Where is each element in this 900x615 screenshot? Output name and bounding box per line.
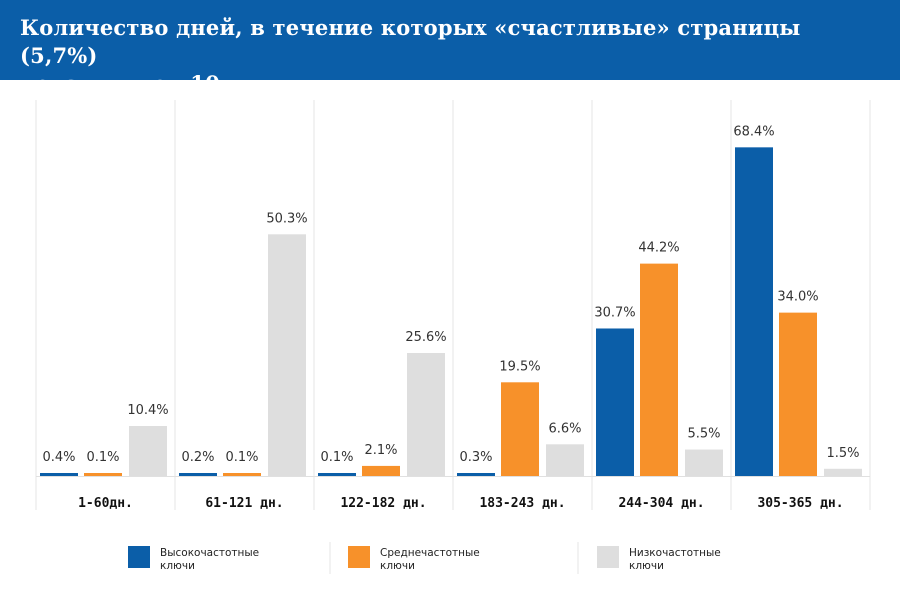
bar-value-label: 2.1%	[364, 443, 397, 458]
chart-title-line-1: Количество дней, в течение которых «счас…	[20, 15, 801, 68]
bar-2-2	[223, 473, 261, 476]
bar-2-6	[779, 312, 817, 476]
legend-label: ключи	[629, 560, 664, 572]
bar-value-label: 0.1%	[86, 450, 119, 465]
bar-value-label: 30.7%	[594, 305, 635, 320]
legend-swatch	[348, 546, 370, 568]
category-label: 1-60дн.	[78, 496, 133, 511]
legend-swatch	[128, 546, 150, 568]
bar-value-label: 5.5%	[687, 427, 720, 442]
bar-value-label: 25.6%	[405, 330, 446, 345]
bar-1-5	[596, 328, 634, 476]
legend-swatch	[597, 546, 619, 568]
bar-3-2	[268, 234, 306, 476]
bar-3-3	[407, 352, 445, 476]
chart-header: Количество дней, в течение которых «счас…	[0, 0, 900, 96]
category-label: 305-365 дн.	[757, 496, 843, 511]
legend-label: Высокочастотные	[160, 547, 259, 559]
chart-title-line-2: попали в топ 10	[20, 71, 220, 96]
bar-value-label: 44.2%	[638, 241, 679, 256]
bar-value-label: 0.2%	[181, 450, 214, 465]
bar-1-1	[40, 473, 78, 476]
bar-2-4	[501, 382, 539, 476]
bar-2-3	[362, 465, 400, 476]
bar-value-label: 1.5%	[826, 446, 859, 461]
bar-1-6	[735, 147, 773, 476]
bar-1-3	[318, 473, 356, 476]
category-label: 122-182 дн.	[340, 496, 426, 511]
bar-value-label: 10.4%	[127, 403, 168, 418]
bar-2-1	[84, 473, 122, 476]
bar-1-4	[457, 473, 495, 476]
legend-label: Низкочастотные	[629, 547, 721, 559]
bar-value-label: 19.5%	[499, 359, 540, 374]
category-label: 183-243 дн.	[479, 496, 565, 511]
bar-3-6	[824, 468, 862, 476]
legend-label: ключи	[380, 560, 415, 572]
bar-value-label: 34.0%	[777, 290, 818, 305]
bar-value-label: 68.4%	[733, 124, 774, 139]
bar-3-5	[685, 449, 723, 476]
bar-3-4	[546, 444, 584, 476]
bar-3-1	[129, 426, 167, 476]
bar-value-label: 6.6%	[548, 421, 581, 436]
bar-chart: 0.4% 0.2% 0.1% 0.3% 30.7% 68.4% 0.1% 0.1% 2.1% 19…	[35, 100, 871, 574]
legend-label: Среднечастотные	[380, 547, 480, 559]
bar-value-label: 0.4%	[42, 450, 75, 465]
bar-value-label: 0.3%	[459, 450, 492, 465]
category-label: 61-121 дн.	[205, 496, 283, 511]
bar-value-label: 0.1%	[320, 450, 353, 465]
bar-value-label: 50.3%	[266, 211, 307, 226]
bar-1-2	[179, 473, 217, 476]
legend-label: ключи	[160, 560, 195, 572]
bar-value-label: 0.1%	[225, 450, 258, 465]
category-label: 244-304 дн.	[618, 496, 704, 511]
bar-2-5	[640, 263, 678, 476]
